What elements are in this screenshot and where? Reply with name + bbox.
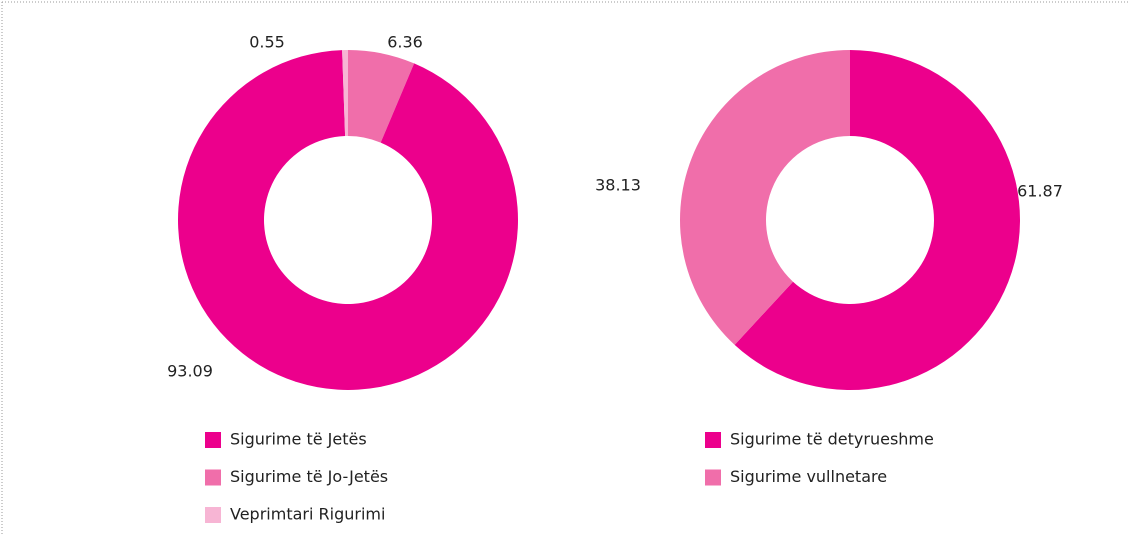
- donut-slice: [178, 50, 518, 391]
- legend-label: Sigurime të Jo-Jetës: [230, 467, 388, 486]
- legend-swatch: [705, 432, 721, 448]
- legend-label: Veprimtari Rigurimi: [230, 505, 385, 524]
- legend-swatch: [705, 469, 721, 486]
- data-label: 0.55: [249, 33, 285, 52]
- donut-slice: [348, 50, 415, 143]
- donut-slice: [342, 50, 348, 137]
- legend-label: Sigurime të Jetës: [230, 430, 367, 449]
- legend-swatch: [205, 469, 221, 486]
- legend-swatch: [205, 507, 221, 523]
- legend-label: Sigurime vullnetare: [730, 467, 887, 486]
- legend-swatch: [205, 432, 221, 448]
- donut-slice: [734, 49, 1021, 390]
- legend-label: Sigurime të detyrueshme: [730, 430, 934, 449]
- data-label: 61.87: [1017, 182, 1063, 201]
- donut-slice: [680, 50, 850, 345]
- data-label: 38.13: [595, 176, 641, 195]
- data-label: 93.09: [167, 362, 213, 381]
- data-label: 6.36: [387, 33, 423, 52]
